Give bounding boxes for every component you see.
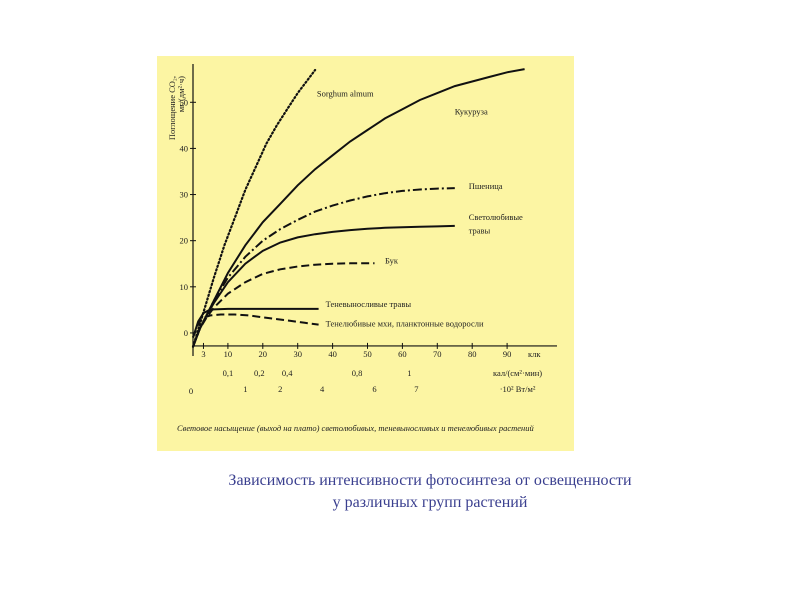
series-label: Пшеница <box>469 181 503 191</box>
series-label: Кукуруза <box>455 106 488 116</box>
x-axis-unit-label: ·10² Вт/м² <box>500 384 536 394</box>
series-line <box>192 307 319 338</box>
series-label: Теневыносливые травы <box>326 299 412 309</box>
x-tick-label: 4 <box>320 384 325 394</box>
caption-line-2: у различных групп растений <box>332 494 528 511</box>
y-axis-label: Поглощение CO₂, <box>167 76 177 140</box>
x-tick-label: 20 <box>259 349 268 359</box>
x-tick-label: 2 <box>278 384 282 394</box>
y-tick-label: 50 <box>180 97 189 107</box>
x-tick-label: 6 <box>372 384 376 394</box>
x-tick-label: 40 <box>328 349 337 359</box>
series-line <box>192 68 525 348</box>
series-label: Sorghum almum <box>317 88 374 98</box>
x-tick-label: 60 <box>398 349 407 359</box>
x-tick-label: 90 <box>503 349 512 359</box>
x-tick-label: 50 <box>363 349 372 359</box>
series-line <box>191 68 317 348</box>
y-tick-label: 20 <box>180 236 189 246</box>
x-tick-label: 0,4 <box>282 368 293 378</box>
series-label: травы <box>469 225 491 235</box>
x-axis-unit-label: клк <box>528 349 541 359</box>
y-tick-label: 0 <box>184 328 188 338</box>
x-tick-label: 70 <box>433 349 442 359</box>
series-line <box>192 262 375 348</box>
x-tick-label: 7 <box>414 384 418 394</box>
slide-caption: Зависимость интенсивности фотосинтеза от… <box>150 470 710 514</box>
y-tick-label: 30 <box>180 190 189 200</box>
x-tick-label: 0,8 <box>352 368 363 378</box>
x-origin-label: 0 <box>189 386 193 396</box>
x-tick-label: 80 <box>468 349 477 359</box>
series-line <box>192 313 319 338</box>
x-tick-label: 1 <box>243 384 247 394</box>
x-tick-label: 10 <box>224 349 233 359</box>
x-tick-label: 30 <box>293 349 302 359</box>
series-line <box>192 224 455 348</box>
x-tick-label: 0,2 <box>254 368 265 378</box>
y-tick-label: 10 <box>180 282 189 292</box>
series-label: Бук <box>385 256 399 266</box>
x-tick-label: 1 <box>407 368 411 378</box>
y-tick-label: 40 <box>180 143 189 153</box>
x-tick-label: 3 <box>201 349 205 359</box>
caption-line-1: Зависимость интенсивности фотосинтеза от… <box>228 472 632 489</box>
x-axis-unit-label: кал/(см²·мин) <box>493 368 542 378</box>
series-label: Тенелюбивые мхи, планктонные водоросли <box>326 318 484 328</box>
series-line <box>192 187 455 348</box>
figure-footnote: Световое насыщение (выход на плато) свет… <box>177 423 534 433</box>
figure-panel: 0 10 20 30 40 50 Поглощение CO₂, мг/(дм²·ч) 3 10 2… <box>157 56 574 451</box>
series-label: Светолюбивые <box>469 212 523 222</box>
x-tick-label: 0,1 <box>223 368 234 378</box>
y-axis-label: мг/(дм²·ч) <box>176 76 186 112</box>
